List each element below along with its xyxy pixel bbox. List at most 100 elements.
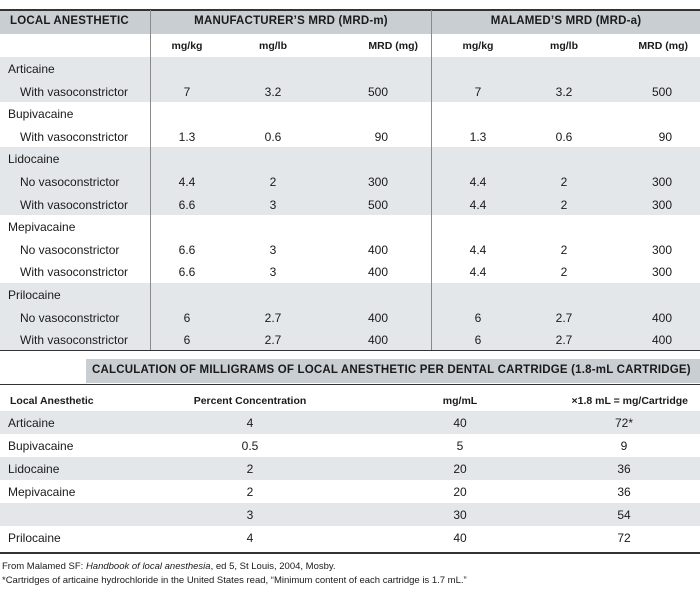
mrd-value: 4.4 bbox=[469, 197, 487, 212]
mrd-row: No vasoconstrictor 6.6 3 400 4.4 2 300 bbox=[0, 238, 700, 261]
subheader-a-mgkg: mg/kg bbox=[462, 40, 494, 52]
cartridge-row: 3 30 54 bbox=[0, 503, 700, 526]
mrd-value: 2 bbox=[560, 265, 568, 280]
mrd-row: With vasoconstrictor 6.6 3 500 4.4 2 300 bbox=[0, 192, 700, 216]
mrd-value: 6 bbox=[474, 333, 482, 348]
mrd-value: 300 bbox=[651, 175, 672, 189]
agent-label: Bupivacaine bbox=[8, 107, 74, 122]
mrd-row: With vasoconstrictor 7 3.2 500 7 3.2 500 bbox=[0, 79, 700, 103]
mrd-value: 90 bbox=[658, 129, 672, 144]
cartridge-value: 40 bbox=[453, 531, 467, 545]
mrd-value: 6 bbox=[474, 310, 482, 325]
source-title: Handbook of local anesthesia bbox=[85, 561, 211, 572]
mrd-header-top-rule bbox=[0, 9, 700, 11]
mrd-value: 6 bbox=[183, 310, 191, 325]
cartridge-value: 2 bbox=[246, 462, 254, 476]
cartridge-value: 54 bbox=[617, 508, 631, 522]
mrd-header-band bbox=[0, 10, 700, 34]
mrd-row: Mepivacaine bbox=[0, 215, 700, 238]
mrd-row: Bupivacaine bbox=[0, 102, 700, 125]
col-header-agent: Local Anesthetic bbox=[10, 395, 94, 407]
mrd-value: 6.6 bbox=[178, 265, 196, 280]
header-malamed-mrd: MALAMED’S MRD (MRD-a) bbox=[490, 15, 642, 27]
mrd-value: 6 bbox=[183, 333, 191, 348]
cartridge-row: Mepivacaine 2 20 36 bbox=[0, 480, 700, 503]
col-header-percent: Percent Concentration bbox=[193, 395, 307, 407]
mrd-value: 3 bbox=[269, 197, 277, 212]
agent-label: Articaine bbox=[8, 416, 55, 430]
mrd-value: 7 bbox=[474, 84, 482, 99]
cartridge-bottom-rule bbox=[0, 552, 700, 554]
mrd-value: 4.4 bbox=[469, 265, 487, 280]
cartridge-row: Prilocaine 4 40 72 bbox=[0, 526, 700, 549]
formulation-label: With vasoconstrictor bbox=[20, 333, 129, 348]
subheader-m-mgkg: mg/kg bbox=[171, 40, 203, 52]
col-header-mgml: mg/mL bbox=[442, 395, 478, 407]
agent-label: Bupivacaine bbox=[8, 439, 74, 453]
mrd-value: 6.6 bbox=[178, 197, 196, 212]
mrd-value: 500 bbox=[367, 197, 388, 212]
mrd-value: 2 bbox=[560, 242, 568, 257]
subheader-a-mglb: mg/lb bbox=[550, 40, 578, 52]
mrd-value: 4.4 bbox=[178, 175, 196, 189]
formulation-label: No vasoconstrictor bbox=[20, 242, 120, 257]
mrd-bottom-rule bbox=[0, 350, 700, 351]
agent-label: Lidocaine bbox=[8, 462, 60, 476]
mrd-value: 1.3 bbox=[469, 129, 487, 144]
mrd-row: With vasoconstrictor 6.6 3 400 4.4 2 300 bbox=[0, 260, 700, 283]
cartridge-title: CALCULATION OF MILLIGRAMS OF LOCAL ANEST… bbox=[92, 364, 691, 376]
mrd-value: 400 bbox=[651, 333, 672, 348]
agent-label: Prilocaine bbox=[8, 531, 61, 545]
mrd-value: 3.2 bbox=[555, 84, 573, 99]
header-manufacturer-mrd: MANUFACTURER’S MRD (MRD-m) bbox=[194, 15, 388, 27]
mrd-row: Lidocaine bbox=[0, 147, 700, 170]
cartridge-row: Bupivacaine 0.5 5 9 bbox=[0, 434, 700, 457]
mrd-value: 400 bbox=[367, 310, 388, 325]
mrd-row: With vasoconstrictor 1.3 0.6 90 1.3 0.6 90 bbox=[0, 125, 700, 148]
cartridge-value: 40 bbox=[453, 416, 467, 430]
mrd-value: 4.4 bbox=[469, 242, 487, 257]
cartridge-value: 9 bbox=[620, 439, 628, 453]
mrd-value: 4.4 bbox=[469, 175, 487, 189]
formulation-label: With vasoconstrictor bbox=[20, 197, 129, 212]
agent-label: Mepivacaine bbox=[8, 220, 76, 235]
formulation-label: No vasoconstrictor bbox=[20, 175, 120, 189]
mrd-value: 2 bbox=[560, 175, 568, 189]
cartridge-value: 5 bbox=[456, 439, 464, 453]
mrd-value: 7 bbox=[183, 84, 191, 99]
mrd-value: 2 bbox=[269, 175, 277, 189]
mrd-value: 2.7 bbox=[555, 333, 573, 348]
mrd-row: Articaine bbox=[0, 57, 700, 80]
cartridge-value: 72* bbox=[614, 416, 634, 430]
cartridge-title-band bbox=[86, 359, 700, 383]
cartridge-value: 36 bbox=[617, 462, 631, 476]
formulation-label: No vasoconstrictor bbox=[20, 310, 120, 325]
cartridge-row: Articaine 4 40 72* bbox=[0, 411, 700, 434]
articaine-footnote: *Cartridges of articaine hydrochloride i… bbox=[2, 575, 467, 586]
cartridge-value: 20 bbox=[453, 462, 467, 476]
mrd-value: 0.6 bbox=[555, 129, 573, 144]
formulation-label: With vasoconstrictor bbox=[20, 84, 129, 99]
cartridge-value: 72 bbox=[617, 531, 631, 545]
cartridge-value: 0.5 bbox=[241, 439, 259, 453]
source-prefix: From Malamed SF: bbox=[2, 561, 86, 572]
header-local-anesthetic: LOCAL ANESTHETIC bbox=[10, 15, 129, 27]
mrd-value: 400 bbox=[367, 333, 388, 348]
mrd-value: 3 bbox=[269, 265, 277, 280]
cartridge-value: 30 bbox=[453, 508, 467, 522]
source-suffix: , ed 5, St Louis, 2004, Mosby. bbox=[210, 561, 336, 572]
formulation-label: With vasoconstrictor bbox=[20, 129, 129, 144]
agent-label: Lidocaine bbox=[8, 152, 60, 167]
mrd-row: No vasoconstrictor 4.4 2 300 4.4 2 300 bbox=[0, 170, 700, 193]
mrd-value: 400 bbox=[651, 310, 672, 325]
mrd-value: 400 bbox=[367, 265, 388, 280]
mrd-row: With vasoconstrictor 6 2.7 400 6 2.7 400 bbox=[0, 328, 700, 351]
col-header-cartridge: ×1.8 mL = mg/Cartridge bbox=[571, 395, 688, 407]
agent-label: Articaine bbox=[8, 62, 55, 76]
mrd-value: 2.7 bbox=[555, 310, 573, 325]
mrd-value: 3 bbox=[269, 242, 277, 257]
mrd-value: 2 bbox=[560, 197, 568, 212]
mrd-value: 300 bbox=[651, 265, 672, 280]
cartridge-value: 3 bbox=[246, 508, 254, 522]
mrd-value: 500 bbox=[651, 84, 672, 99]
